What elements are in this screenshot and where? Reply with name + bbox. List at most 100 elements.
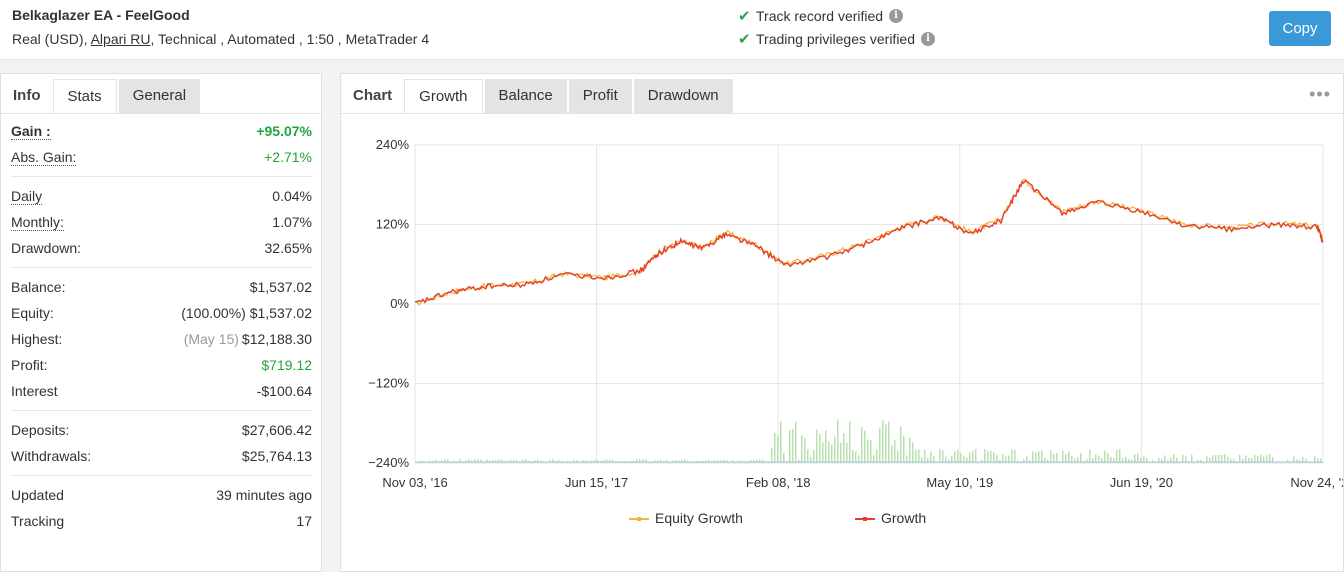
legend-growth[interactable]: Growth [855, 510, 926, 526]
volume-bar [978, 462, 980, 463]
growth-legend-swatch [855, 513, 875, 523]
stat-value: (100.00%) $1,537.02 [181, 305, 312, 321]
check-icon: ✔ [738, 31, 751, 48]
volume-bar [480, 459, 482, 463]
x-tick-label: Jun 15, '17 [565, 475, 628, 490]
volume-bar [798, 459, 800, 463]
volume-bar [1179, 462, 1181, 463]
volume-bar [1080, 452, 1082, 463]
volume-bar [1062, 450, 1064, 463]
tab-info[interactable]: Info [13, 87, 41, 104]
stat-label: Updated [11, 487, 64, 503]
legend-equity-growth[interactable]: Equity Growth [629, 510, 743, 526]
volume-bar [942, 450, 944, 463]
stat-value: +95.07% [256, 123, 312, 139]
volume-bar [1185, 456, 1187, 463]
volume-bar [603, 459, 605, 463]
track-record-label: Track record verified [756, 8, 884, 24]
volume-bar [1008, 455, 1010, 463]
volume-bar [1206, 455, 1208, 463]
tab-growth[interactable]: Growth [404, 79, 483, 113]
stat-label[interactable]: Abs. Gain: [11, 148, 77, 166]
volume-bar [1296, 459, 1298, 463]
volume-bar [1203, 462, 1205, 463]
volume-bar [1134, 454, 1136, 463]
info-icon[interactable]: i [889, 9, 904, 23]
volume-bar [468, 459, 470, 463]
volume-bar [861, 427, 863, 463]
volume-bar [834, 436, 836, 463]
stat-label[interactable]: Gain : [11, 122, 51, 140]
stat-label: Drawdown: [11, 240, 82, 256]
volume-bar [513, 459, 515, 463]
stat-value: 17 [296, 513, 312, 529]
tab-general[interactable]: General [118, 79, 201, 113]
volume-bar [918, 449, 920, 463]
stat-value: 1.07% [272, 214, 312, 230]
volume-bar [1218, 454, 1220, 463]
volume-bar [1230, 458, 1232, 463]
x-tick-label: Feb 08, '18 [746, 475, 811, 490]
tab-stats[interactable]: Stats [52, 79, 117, 113]
volume-bar [783, 453, 785, 463]
volume-bar [1170, 457, 1172, 463]
stat-label: Interest [11, 383, 58, 399]
volume-bar [1143, 455, 1145, 463]
volume-bar [912, 442, 914, 463]
volume-bar [498, 459, 500, 463]
y-tick-label: −240% [368, 455, 409, 470]
volume-bar [1029, 459, 1031, 463]
x-tick-label: Nov 03, '16 [382, 475, 447, 490]
system-attributes: , Technical , Automated , 1:50 , MetaTra… [150, 31, 430, 47]
volume-bar [435, 459, 437, 463]
volume-bar [1293, 456, 1295, 463]
volume-bar [459, 459, 461, 463]
tab-balance[interactable]: Balance [484, 79, 567, 113]
volume-bar [888, 421, 890, 463]
tab-profit[interactable]: Profit [568, 79, 632, 113]
volume-bar [810, 456, 812, 463]
volume-bar [981, 459, 983, 463]
volume-bar [1086, 459, 1088, 463]
volume-bar [828, 441, 830, 463]
volume-bar [1035, 452, 1037, 463]
stat-label: Highest: [11, 331, 63, 347]
stat-value: (May 15) $12,188.30 [184, 331, 312, 347]
volume-bar [1263, 456, 1265, 463]
tab-drawdown[interactable]: Drawdown [633, 79, 733, 113]
growth-chart: 240% 120% 0% −120% −240% Nov 03, '16 Jun 15, '… [341, 116, 1343, 571]
stat-label[interactable]: Daily [11, 187, 43, 205]
volume-bar [1002, 453, 1004, 463]
highest-amount: $12,188.30 [241, 331, 312, 347]
broker-link[interactable]: Alpari RU [90, 31, 151, 47]
volume-bar [1221, 455, 1223, 463]
info-icon[interactable]: i [921, 32, 935, 46]
volume-bar [525, 459, 527, 463]
ellipsis-icon[interactable]: ••• [1309, 84, 1331, 104]
volume-bar [1104, 450, 1106, 463]
stat-daily: Daily 0.04% [11, 183, 312, 209]
volume-bar [879, 428, 881, 463]
volume-bar [1026, 456, 1028, 463]
stat-label[interactable]: Monthly: [11, 213, 64, 231]
volume-bar [969, 452, 971, 463]
stat-label: Equity: [11, 305, 54, 321]
system-subtitle: Real (USD), Alpari RU, Technical , Autom… [12, 31, 429, 47]
volume-bar [900, 426, 902, 463]
volume-bar [858, 455, 860, 463]
volume-bar [1098, 455, 1100, 463]
stat-label: Balance: [11, 279, 66, 295]
highest-date: (May 15) [183, 331, 239, 347]
stat-drawdown: Drawdown: 32.65% [11, 235, 312, 261]
tab-divider [1, 113, 321, 114]
stat-deposits: Deposits: $27,606.42 [11, 417, 312, 443]
volume-bar [1197, 459, 1199, 463]
stat-value: $27,606.42 [241, 422, 312, 438]
volume-bar [816, 429, 818, 463]
volume-bar [906, 455, 908, 463]
volume-bar [987, 450, 989, 463]
copy-button[interactable]: Copy [1269, 11, 1331, 46]
volume-bar [1254, 455, 1256, 463]
stat-balance: Balance: $1,537.02 [11, 274, 312, 300]
volume-bar [1077, 457, 1079, 463]
